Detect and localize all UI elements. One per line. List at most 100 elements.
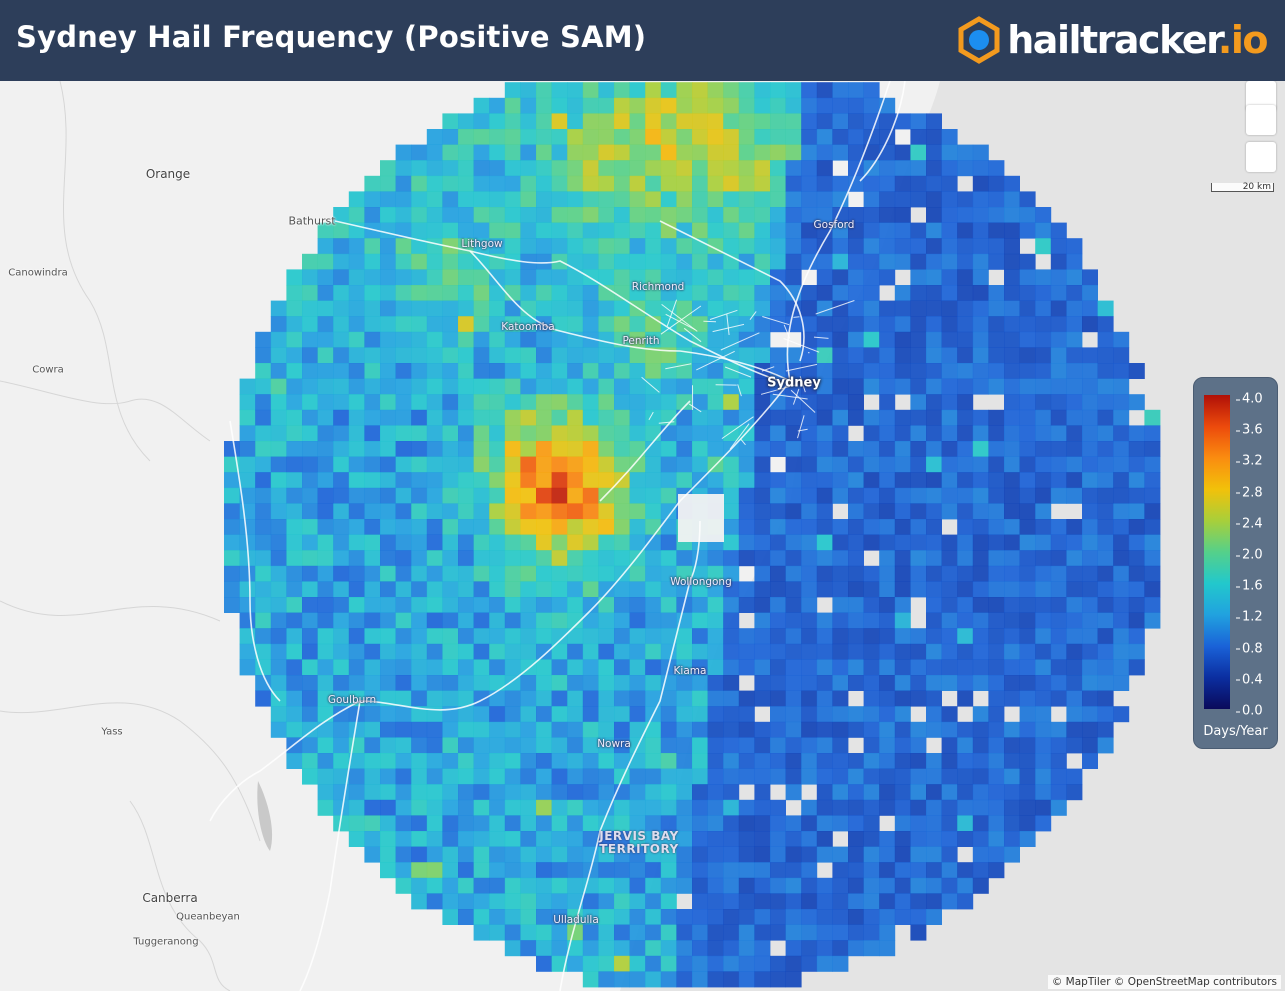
grid-cell [255,550,272,567]
grid-cell [348,690,365,707]
grid-cell [426,690,443,707]
grid-cell [863,269,880,286]
grid-cell [1113,643,1130,660]
grid-cell [411,472,428,489]
grid-cell [738,331,755,348]
grid-cell [770,893,786,910]
grid-cell [1035,472,1052,489]
grid-cell [317,690,334,707]
grid-cell [317,409,334,426]
grid-cell [926,425,942,442]
grid-cell [348,285,365,301]
grid-cell [801,831,818,847]
grid-cell [629,846,646,863]
grid-cell [676,768,693,785]
map-canvas[interactable] [0,81,1285,991]
grid-cell [1050,643,1067,660]
grid-cell [988,565,1005,582]
grid-cell [660,129,677,145]
grid-cell [1066,690,1083,707]
grid-cell [598,363,615,379]
grid-cell [801,799,818,816]
grid-cell [785,971,802,988]
grid-cell [317,519,334,535]
grid-cell [785,113,802,130]
grid-cell [239,441,256,457]
grid-cell [863,409,880,426]
grid-cell [894,799,911,816]
grid-cell [473,706,490,723]
grid-cell [1019,285,1036,301]
grid-cell [302,768,318,785]
grid-cell [473,877,490,894]
grid-cell [536,597,552,613]
zoom-out-button[interactable] [1246,105,1276,135]
grid-cell [614,597,630,613]
grid-cell [848,643,864,660]
grid-cell [1097,534,1114,551]
grid-cell [972,316,989,333]
grid-cell [770,441,786,457]
grid-cell [879,675,896,691]
grid-cell [380,643,396,660]
grid-cell [957,316,974,333]
grid-cell [863,97,880,114]
grid-cell [333,737,350,754]
grid-cell [598,799,615,816]
grid-cell [333,706,350,723]
grid-cell [801,331,818,348]
grid-cell [707,331,724,348]
grid-cell [1066,706,1083,723]
grid-cell [894,643,911,660]
label-lithgow: Lithgow [461,238,503,250]
grid-cell [707,253,724,270]
grid-cell [302,253,318,270]
grid-cell [411,643,428,660]
grid-cell [723,300,740,317]
grid-cell [629,799,646,816]
grid-cell [582,378,599,395]
grid-cell [723,472,740,489]
grid-cell [1066,659,1083,676]
grid-cell [738,581,755,598]
grid-cell [270,378,287,395]
grid-cell [582,753,599,769]
grid-cell [832,300,849,317]
grid-cell [785,612,802,629]
grid-cell [473,175,490,192]
grid-cell [754,456,771,473]
grid-cell [692,144,708,161]
grid-cell [567,519,584,535]
grid-cell [785,550,802,567]
grid-cell [629,191,646,208]
grid-cell [785,815,802,832]
grid-cell [723,222,740,239]
grid-cell [302,472,318,489]
grid-cell [582,659,599,676]
label-ulladulla: Ulladulla [553,914,599,926]
grid-cell [770,565,786,582]
grid-cell [239,378,256,395]
grid-cell [520,737,537,754]
grid-cell [801,503,818,520]
grid-cell [286,534,303,551]
brand-logo[interactable]: hailtracker.io [957,12,1269,68]
grid-cell [894,893,911,910]
grid-cell [286,316,303,333]
hail-map[interactable]: Orange Bathurst Canowindra Cowra Lithgow… [0,81,1285,991]
map-attribution[interactable]: © MapTiler © OpenStreetMap contributors [1047,975,1281,989]
grid-cell [879,612,896,629]
grid-cell [645,285,662,301]
grid-cell [910,285,927,301]
grid-cell [816,581,833,598]
reset-view-button[interactable] [1246,142,1276,172]
grid-cell [614,612,630,629]
grid-cell [348,456,365,473]
grid-cell [395,316,412,333]
grid-cell [598,721,615,738]
grid-cell [1113,675,1130,691]
grid-cell [520,129,537,145]
grid-cell [879,472,896,489]
grid-cell [614,191,630,208]
grid-cell [770,144,786,161]
